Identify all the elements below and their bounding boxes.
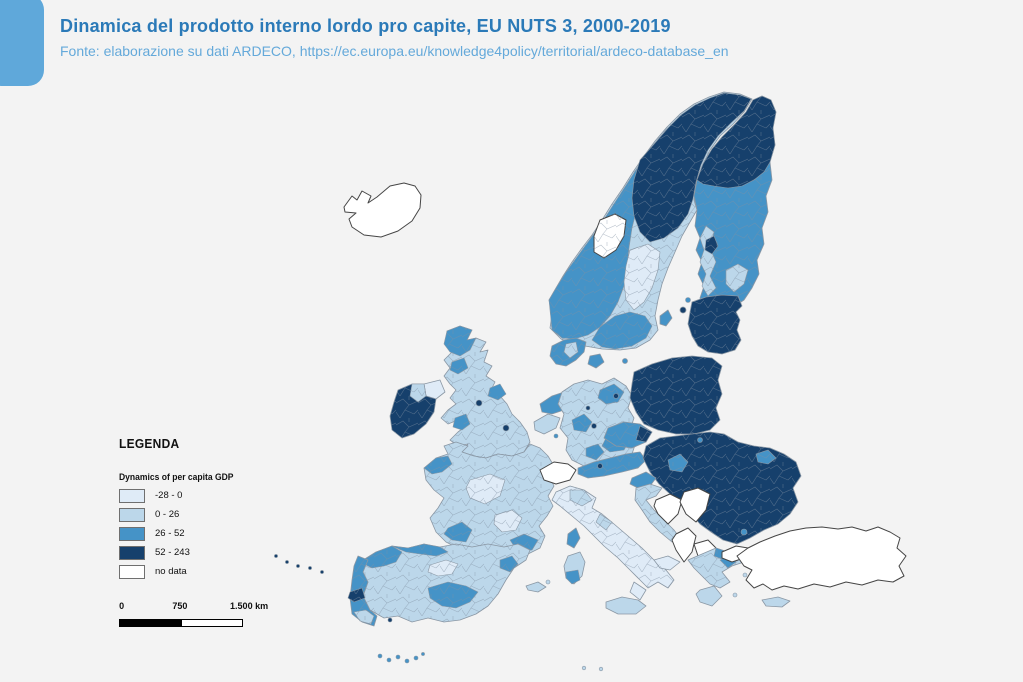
source-line: Fonte: elaborazione su dati ARDECO, http… [60, 43, 729, 59]
region-germany-dark-1 [613, 393, 619, 399]
region-canaries-1 [377, 653, 383, 659]
header: Dinamica del prodotto interno lordo pro … [60, 16, 729, 59]
source-text: Fonte: elaborazione su dati ARDECO, [60, 43, 300, 59]
region-austria-dark [597, 463, 603, 469]
region-belgium [533, 413, 561, 435]
region-east-med-3 [740, 528, 748, 536]
region-azores-2 [285, 560, 289, 564]
region-madeira [387, 617, 393, 623]
region-azores-1 [274, 554, 278, 558]
scale-tick-750: 750 [172, 601, 188, 612]
scale-bar-labels: 0 750 1.500 km [119, 601, 268, 613]
legend-item: 26 - 52 [119, 524, 240, 543]
accent-tab [0, 0, 44, 86]
scale-bar-white-segment [180, 620, 242, 626]
region-balearics [525, 581, 547, 593]
region-azores-4 [308, 566, 312, 570]
map-legend: LEGENDA Dynamics of per capita GDP -28 -… [119, 436, 240, 581]
legend-label: no data [155, 566, 187, 577]
region-malta-2 [598, 666, 604, 672]
legend-item: no data [119, 562, 240, 581]
region-uk-dark-speck-2 [502, 424, 510, 432]
region-italy-toe [629, 581, 647, 601]
region-balearics-minorca [545, 579, 551, 585]
scale-bar: 0 750 1.500 km [119, 601, 268, 627]
region-azores-3 [296, 564, 300, 568]
source-url-link[interactable]: https://ec.europa.eu/knowledge4policy/te… [299, 43, 729, 59]
region-baltics [687, 294, 743, 355]
region-canaries-2 [386, 657, 392, 663]
region-canaries-5 [413, 655, 419, 661]
legend-swatch [119, 564, 145, 579]
region-saaremaa [679, 306, 687, 314]
region-malta-1 [581, 665, 587, 671]
legend-item: 52 - 243 [119, 543, 240, 562]
scale-bar-graphic [119, 619, 243, 627]
region-gotland [659, 309, 673, 327]
region-greek-island-1 [742, 572, 748, 578]
legend-swatch [119, 545, 145, 560]
region-bornholm [622, 358, 628, 364]
region-switzerland [539, 461, 577, 485]
region-canaries-6 [421, 652, 425, 656]
region-sicily [605, 596, 647, 615]
legend-swatch [119, 507, 145, 522]
legend-label: -28 - 0 [155, 490, 183, 501]
legend-swatch [119, 488, 145, 503]
region-poland [629, 355, 723, 435]
region-zealand [587, 353, 605, 369]
region-germany-dark-2 [591, 423, 597, 429]
legend-label: 26 - 52 [155, 528, 185, 539]
page-title: Dinamica del prodotto interno lordo pro … [60, 16, 671, 36]
region-peloponnese [695, 585, 723, 607]
legend-heading: LEGENDA [119, 436, 180, 451]
scale-tick-1500km: 1.500 km [230, 601, 269, 612]
region-crete [761, 596, 791, 608]
legend-item: -28 - 0 [119, 486, 240, 505]
region-canaries-4 [404, 658, 410, 664]
legend-item: 0 - 26 [119, 505, 240, 524]
scale-bar-black-segment [120, 620, 181, 626]
region-sardinia-south [565, 569, 581, 585]
region-greek-island-3 [732, 592, 738, 598]
region-iceland [343, 182, 422, 238]
region-luxembourg [553, 433, 559, 439]
region-aland [685, 297, 691, 303]
legend-label: 52 - 243 [155, 547, 190, 558]
legend-subheading: Dynamics of per capita GDP [119, 472, 234, 482]
region-germany-dark-4 [585, 405, 591, 411]
region-azores-5 [320, 570, 324, 574]
legend-swatch [119, 526, 145, 541]
legend-label: 0 - 26 [155, 509, 180, 520]
region-east-med-4 [697, 437, 703, 443]
region-canaries-3 [395, 654, 401, 660]
legend-rows: -28 - 0 0 - 26 26 - 52 52 - 243 no data [119, 486, 240, 581]
region-serbia [679, 487, 711, 523]
region-uk-dark-speck-1 [475, 399, 483, 407]
region-turkey [736, 526, 907, 591]
scale-tick-0: 0 [119, 601, 125, 612]
region-corsica [566, 527, 581, 549]
